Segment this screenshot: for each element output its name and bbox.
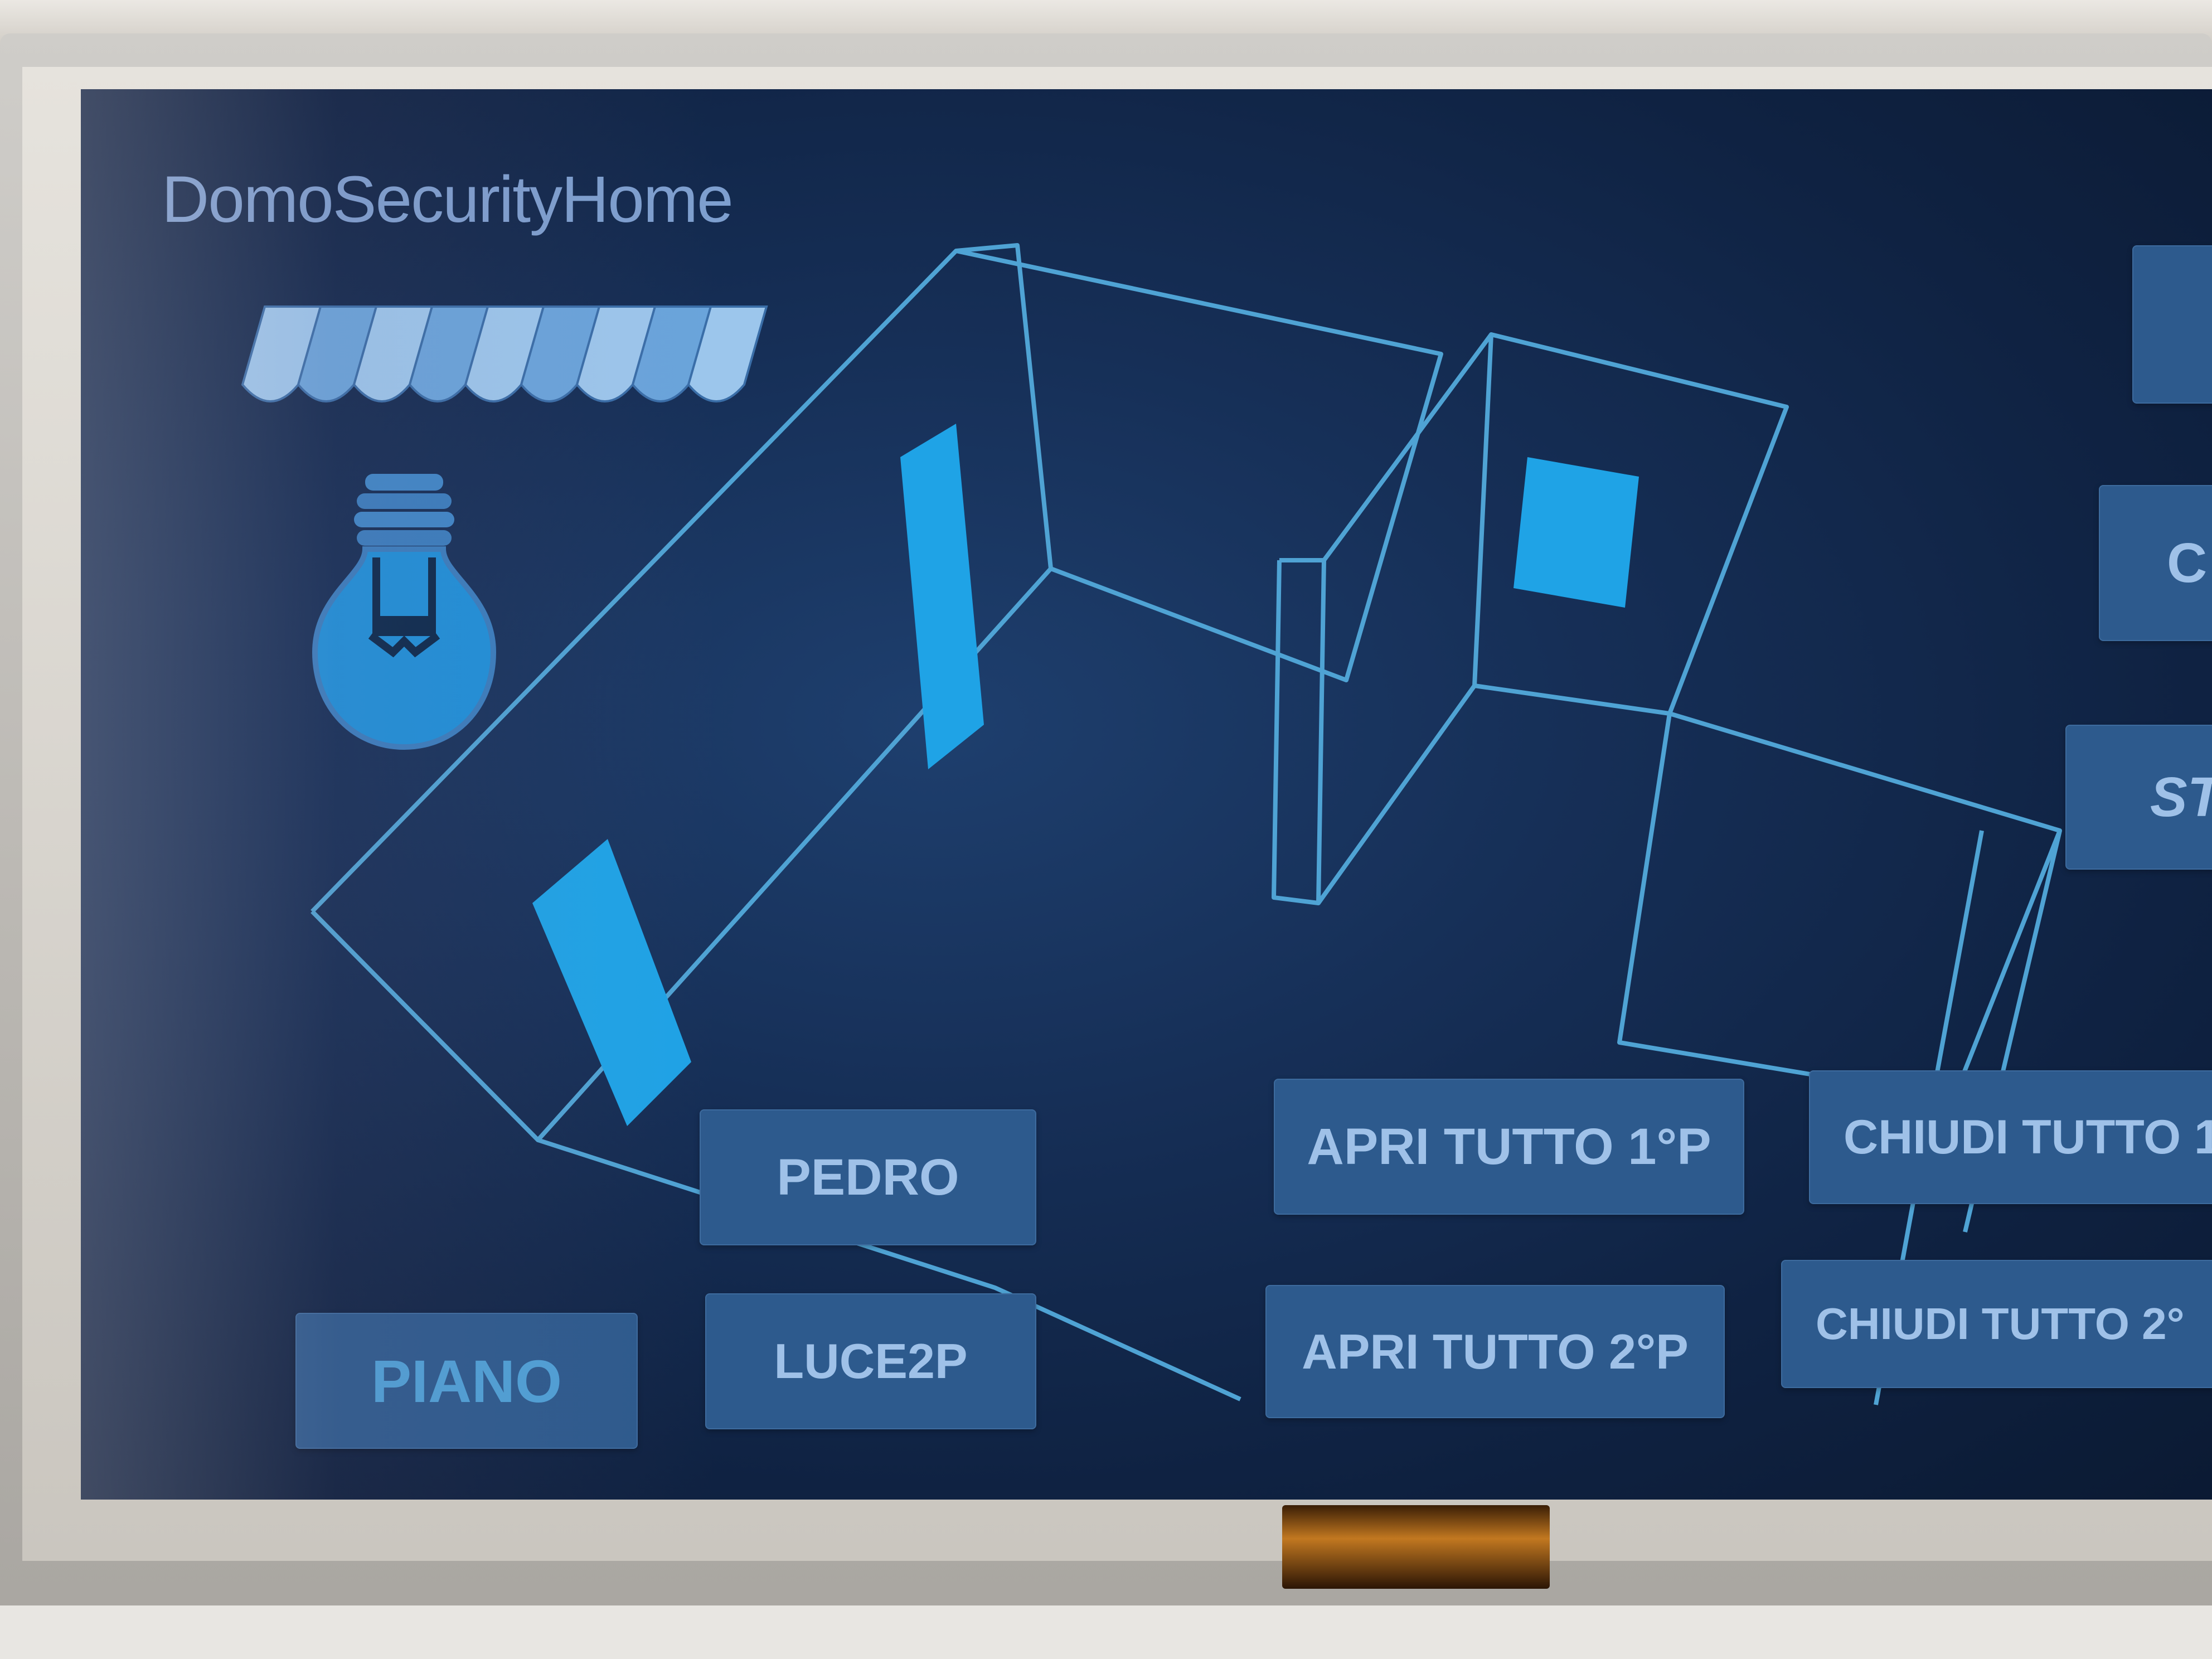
piano-button[interactable]: PIANO [295,1313,638,1449]
pedro-button[interactable]: PEDRO [700,1109,1036,1245]
open-all-floor1-button[interactable]: APRI TUTTO 1°P [1274,1079,1744,1215]
floor-plan [311,243,2062,1405]
app-title: DomoSecurityHome [162,163,734,236]
bottom-shelf [0,1605,2212,1659]
plan-wall [1272,558,1326,905]
plan-wall [537,1138,1241,1401]
door-open-indicator [532,839,691,1126]
window-open-indicator [1514,457,1639,608]
touch-screen: DomoSecurityHome [81,89,2212,1500]
luce2p-button[interactable]: LUCE2P [705,1293,1036,1429]
close-all-floor1-button[interactable]: CHIUDI TUTTO 1 [1809,1070,2212,1204]
side-button-st[interactable]: ST [2065,725,2212,870]
light-bulb-icon[interactable] [304,468,505,758]
side-button-c[interactable]: C [2099,485,2212,641]
plan-wall [1617,711,2062,1100]
flex-cable [1282,1505,1550,1589]
plan-wall [311,243,1053,1142]
side-button-top[interactable] [2132,245,2212,404]
awning-stripe [687,305,768,402]
close-all-floor2-button[interactable]: CHIUDI TUTTO 2° [1781,1260,2212,1388]
open-all-floor2-button[interactable]: APRI TUTTO 2°P [1265,1285,1725,1418]
awning-icon[interactable] [209,301,789,424]
plan-wall [1474,332,1789,716]
door-open-indicator [900,424,984,769]
plan-wall [1316,332,1493,905]
plan-wall [955,249,1443,682]
